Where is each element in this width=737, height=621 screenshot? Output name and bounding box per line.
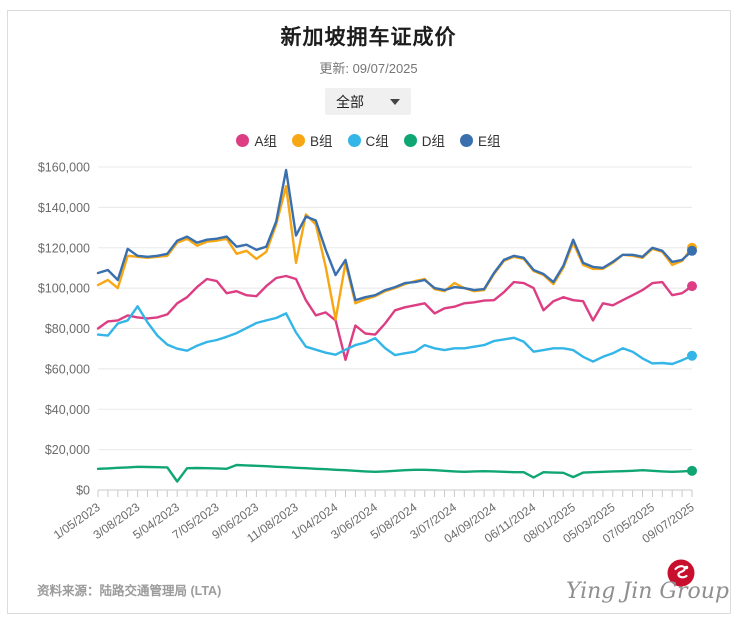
legend-label: D组	[421, 134, 445, 149]
legend-dot-icon	[347, 133, 361, 147]
y-axis-label: $0	[76, 484, 90, 498]
legend-dot-icon	[291, 133, 305, 147]
legend-item-c[interactable]: C组	[347, 130, 389, 150]
brand-logo: Ying Jin Group	[548, 555, 733, 607]
chart-legend: A组 B组 C组 D组 E组	[0, 130, 737, 150]
series-line-e	[96, 168, 694, 302]
y-axis-label: $60,000	[45, 362, 90, 376]
y-axis-label: $160,000	[38, 161, 90, 175]
y-axis-label: $140,000	[38, 201, 90, 215]
source-text: 资料来源：陆路交通管理局 (LTA)	[37, 584, 222, 598]
brand-text: Ying Jin Group	[565, 579, 729, 604]
series-end-dot-c	[687, 350, 697, 361]
brand-emblem-icon	[667, 559, 695, 587]
chevron-down-icon	[390, 98, 400, 105]
y-axis-label: $80,000	[45, 322, 90, 336]
series-line-b	[96, 184, 694, 321]
legend-item-a[interactable]: A组	[236, 130, 277, 150]
legend-label: C组	[365, 134, 389, 149]
legend-label: A组	[254, 134, 277, 149]
legend-item-d[interactable]: D组	[403, 130, 445, 150]
legend-item-b[interactable]: B组	[291, 130, 333, 150]
group-filter-dropdown[interactable]: 全部	[325, 88, 411, 115]
legend-item-e[interactable]: E组	[460, 130, 501, 150]
y-axis-label: $20,000	[45, 443, 90, 457]
y-axis-label: $40,000	[45, 403, 90, 417]
series-line-c	[96, 305, 694, 366]
y-axis-label: $120,000	[38, 241, 90, 255]
legend-dot-icon	[403, 133, 417, 147]
legend-dot-icon	[460, 133, 473, 147]
series-line-d	[96, 463, 694, 483]
series-end-dot-d	[687, 465, 697, 476]
page-title: 新加坡拥车证成价	[280, 26, 457, 49]
legend-label: E组	[478, 134, 501, 149]
series-line-a	[96, 274, 694, 361]
legend-label: B组	[309, 134, 333, 149]
y-axis-label: $100,000	[38, 282, 90, 296]
dropdown-selected-value: 全部	[336, 93, 364, 110]
legend-dot-icon	[236, 133, 250, 147]
updated-date: 更新: 09/07/2025	[319, 61, 418, 76]
series-end-dot-e	[687, 245, 697, 256]
series-end-dot-a	[687, 281, 697, 292]
